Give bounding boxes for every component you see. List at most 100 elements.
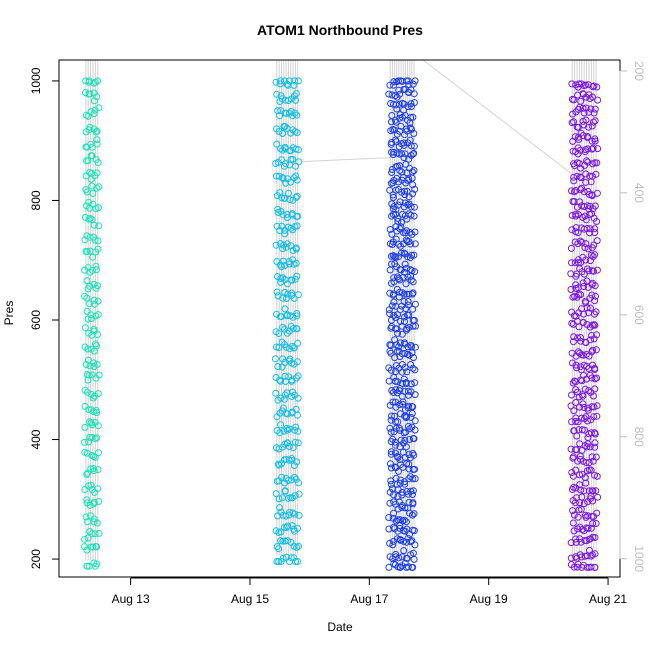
data-point	[273, 258, 281, 265]
data-point	[275, 545, 282, 553]
data-point	[83, 248, 91, 256]
data-point	[87, 311, 95, 319]
data-point	[403, 368, 411, 376]
data-point	[585, 123, 592, 131]
data-point	[580, 310, 588, 318]
data-point	[82, 111, 90, 119]
data-point	[411, 300, 419, 308]
data-point	[294, 439, 302, 447]
data-point	[569, 320, 577, 328]
data-point	[94, 237, 102, 245]
data-point	[295, 490, 303, 498]
data-point	[410, 90, 418, 98]
data-point	[286, 196, 294, 204]
data-point	[286, 355, 294, 363]
data-point	[587, 466, 595, 474]
data-point	[395, 178, 402, 186]
data-point	[580, 487, 588, 495]
data-point	[277, 377, 285, 385]
data-point	[292, 194, 300, 201]
data-point	[591, 375, 599, 383]
data-points	[81, 77, 602, 571]
data-point	[582, 299, 590, 307]
data-point	[407, 203, 415, 211]
data-point	[390, 298, 398, 306]
data-point	[586, 336, 594, 344]
data-point	[411, 417, 419, 425]
data-point	[291, 510, 299, 518]
data-point	[281, 358, 289, 366]
data-point	[386, 81, 394, 89]
data-point	[570, 173, 578, 181]
data-point	[582, 170, 590, 178]
data-point	[275, 344, 283, 352]
right-tick-label: 600	[632, 305, 646, 325]
x-tick-label: Aug 15	[231, 592, 269, 606]
data-point	[407, 538, 415, 546]
data-point	[584, 202, 591, 210]
data-point	[591, 137, 599, 145]
data-point	[400, 298, 408, 305]
data-point	[411, 379, 419, 387]
data-point	[94, 77, 102, 85]
data-point	[405, 498, 413, 506]
data-point	[94, 466, 102, 474]
data-point	[589, 253, 597, 260]
data-point	[578, 493, 586, 501]
data-point	[584, 158, 592, 166]
data-point	[394, 516, 402, 524]
data-point	[578, 426, 586, 434]
data-point	[89, 543, 97, 551]
data-point	[585, 387, 593, 395]
data-point	[591, 385, 599, 393]
data-point	[588, 291, 596, 299]
data-point	[86, 204, 93, 212]
data-point	[404, 387, 412, 395]
data-point	[577, 505, 585, 513]
data-point	[277, 537, 285, 545]
data-point	[272, 78, 280, 86]
data-point	[591, 364, 599, 372]
data-point	[411, 228, 419, 236]
data-point	[86, 123, 94, 131]
data-point	[404, 563, 412, 571]
data-point	[81, 438, 88, 446]
data-point	[83, 496, 91, 504]
data-point	[292, 245, 300, 253]
data-point	[85, 438, 93, 446]
data-point	[293, 358, 301, 366]
data-point	[292, 259, 300, 267]
data-point	[582, 216, 590, 224]
data-point	[405, 402, 412, 410]
data-point	[291, 426, 299, 434]
data-point	[574, 513, 582, 521]
data-point	[397, 476, 405, 484]
data-point	[292, 90, 300, 98]
data-point	[385, 90, 393, 98]
data-point	[593, 159, 601, 167]
data-point	[409, 364, 417, 372]
data-point	[396, 306, 404, 314]
data-point	[410, 212, 418, 220]
data-point	[591, 321, 599, 329]
data-point	[86, 90, 94, 98]
data-point	[81, 213, 89, 221]
data-point	[283, 80, 291, 88]
data-point	[594, 96, 602, 104]
data-point	[285, 77, 293, 85]
data-point	[93, 169, 101, 177]
data-point	[394, 329, 402, 337]
data-point	[282, 295, 290, 302]
data-point	[283, 329, 291, 337]
data-point	[295, 146, 302, 154]
data-point	[283, 311, 291, 319]
data-point	[275, 127, 283, 135]
right-tick-label: 400	[632, 183, 646, 203]
data-point	[400, 547, 408, 555]
data-point	[408, 511, 416, 519]
data-point	[592, 520, 600, 527]
data-point	[386, 310, 394, 318]
data-point	[583, 157, 590, 165]
data-point	[94, 390, 102, 398]
data-point	[568, 80, 576, 88]
